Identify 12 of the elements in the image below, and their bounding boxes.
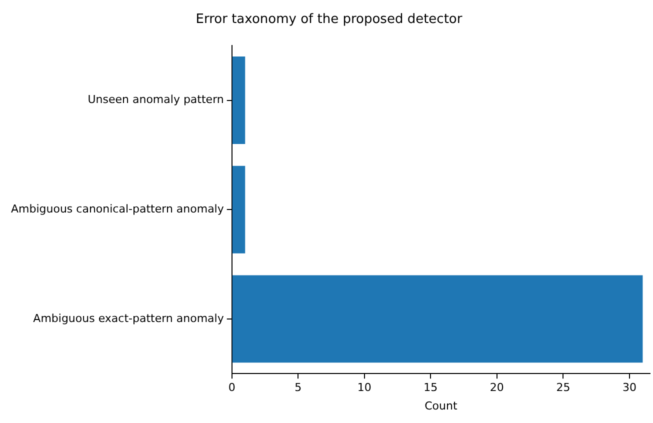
y-tick-label: Ambiguous exact-pattern anomaly — [33, 312, 224, 325]
x-tick-label: 10 — [357, 381, 372, 394]
chart-title: Error taxonomy of the proposed detector — [196, 12, 463, 28]
x-tick-label: 0 — [228, 381, 236, 394]
x-tick-label: 5 — [294, 381, 302, 394]
x-tick-label: 15 — [424, 381, 438, 394]
x-axis-title: Count — [424, 399, 458, 412]
x-tick-label: 25 — [556, 381, 570, 394]
y-tick-label: Unseen anomaly pattern — [88, 93, 224, 106]
y-tick-label: Ambiguous canonical-pattern anomaly — [11, 202, 224, 216]
x-tick-label: 20 — [490, 381, 504, 394]
x-tick-label: 30 — [622, 381, 636, 394]
